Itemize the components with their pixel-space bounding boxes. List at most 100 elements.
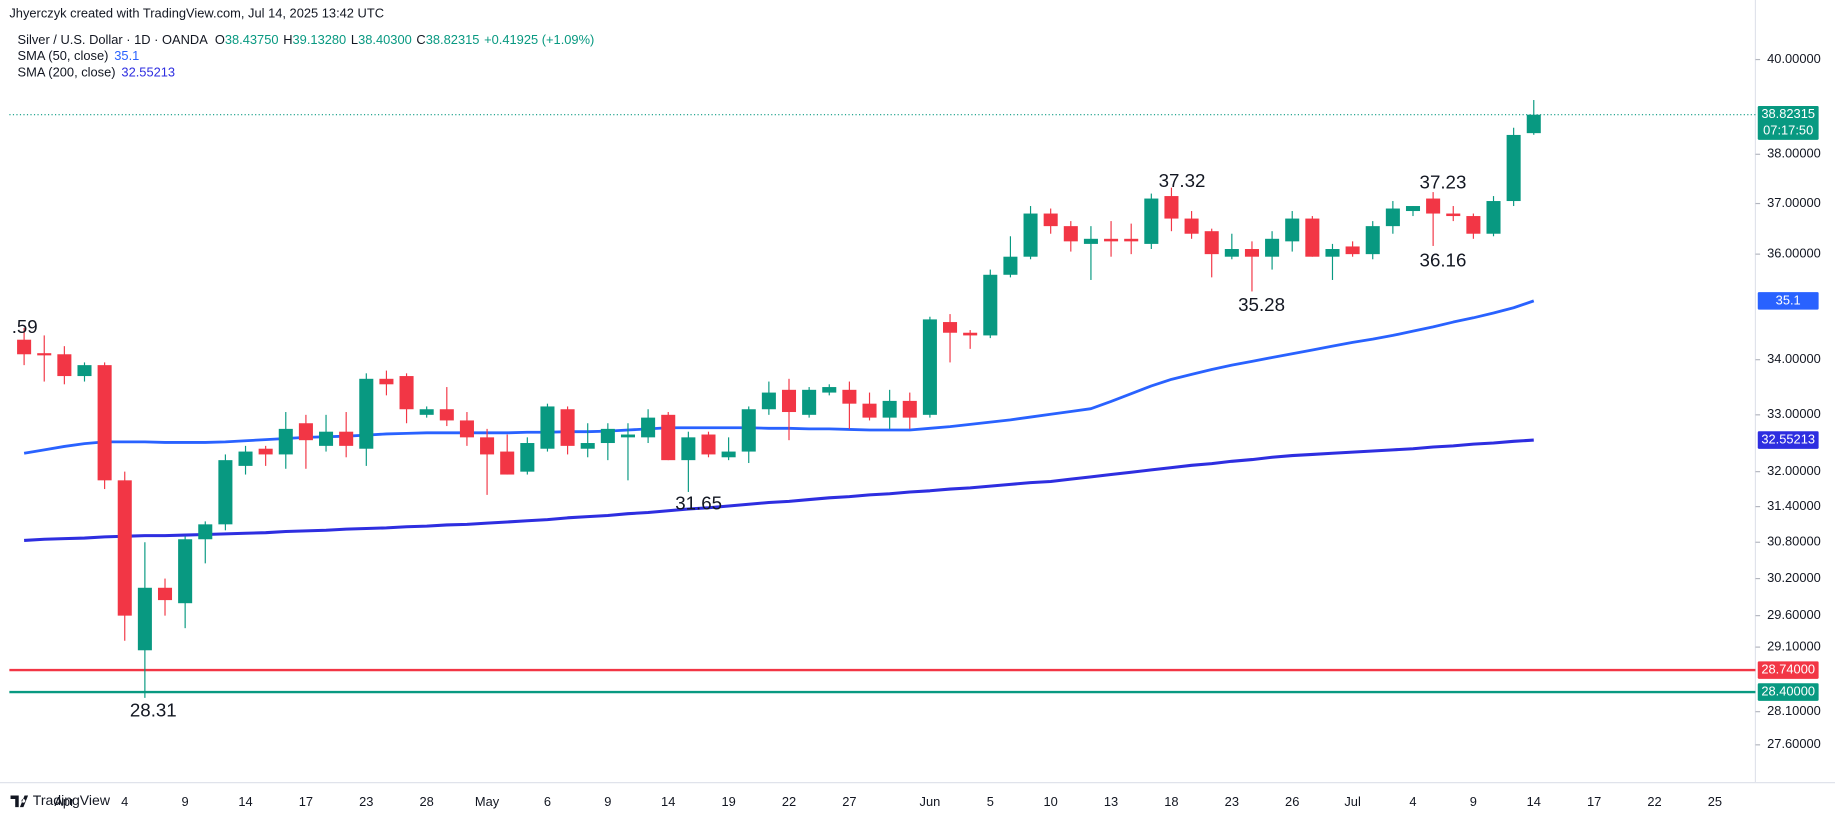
candle-body xyxy=(97,365,112,481)
candle-body xyxy=(721,451,736,458)
legend-symbol: Silver / U.S. Dollar · 1D · OANDA xyxy=(18,32,209,47)
candle-body xyxy=(741,409,756,452)
candle-body xyxy=(1345,246,1360,255)
candle-body xyxy=(117,480,132,616)
candle-body xyxy=(1265,238,1280,257)
x-tick-label: Apr xyxy=(54,794,75,809)
candle-body xyxy=(137,587,152,651)
legend-sma-name: SMA (50, close) xyxy=(18,49,109,64)
x-tick-label: 17 xyxy=(1587,794,1601,809)
sma-price-tag: 35.1 xyxy=(1776,292,1801,307)
y-tick-label: 36.00000 xyxy=(1767,246,1821,261)
price-annotation: 28.31 xyxy=(130,699,177,720)
level-price-tag-bg xyxy=(1757,661,1819,679)
legend-ohlc-value: 38.43750 xyxy=(225,32,279,47)
watermark: Jhyerczyk created with TradingView.com, … xyxy=(9,5,384,20)
y-tick-label: 34.00000 xyxy=(1767,351,1821,366)
candle-body xyxy=(600,428,615,444)
footer-logo xyxy=(10,795,29,808)
x-tick-label: 19 xyxy=(721,794,735,809)
x-tick-label: 25 xyxy=(1708,794,1722,809)
y-tick-label: 38.00000 xyxy=(1767,146,1821,161)
candle-body xyxy=(57,354,72,377)
candle-body xyxy=(761,392,776,410)
candle-body xyxy=(1023,213,1038,257)
y-tick-label: 30.20000 xyxy=(1767,570,1821,585)
candle-body xyxy=(963,332,978,336)
candle-body xyxy=(882,400,897,418)
x-tick-label: 10 xyxy=(1044,794,1058,809)
y-tick-label: 28.10000 xyxy=(1767,703,1821,718)
level-price-tag: 28.74000 xyxy=(1761,661,1815,676)
legend-sma-name: SMA (200, close) xyxy=(18,65,116,80)
candle-body xyxy=(77,365,92,377)
candle-body xyxy=(540,406,555,449)
candle-body xyxy=(1365,226,1380,255)
candle-body xyxy=(983,274,998,336)
candle-body xyxy=(1285,218,1300,242)
candle-body xyxy=(1104,238,1119,242)
x-tick-label: Jul xyxy=(1344,794,1360,809)
legend-sma-value: 32.55213 xyxy=(121,65,175,80)
candle-body xyxy=(781,389,797,413)
x-tick-label: 14 xyxy=(1527,794,1541,809)
candle-body xyxy=(1446,213,1461,217)
candle-body xyxy=(1144,198,1159,244)
last-price-tag-bg xyxy=(1757,105,1819,140)
candle-body xyxy=(419,409,434,415)
level-price-tag: 28.40000 xyxy=(1761,683,1815,698)
candle-body xyxy=(862,403,877,418)
candle-body xyxy=(1124,238,1139,242)
y-tick-label: 30.80000 xyxy=(1767,534,1821,549)
candle-body xyxy=(1506,134,1521,202)
candle-body xyxy=(339,431,354,446)
candle-body xyxy=(701,434,716,455)
candle-body xyxy=(379,378,394,385)
candle-body xyxy=(620,434,635,438)
y-tick-label: 32.00000 xyxy=(1767,463,1821,478)
candle-body xyxy=(1184,218,1199,234)
price-annotation: 36.16 xyxy=(1420,250,1467,271)
x-tick-label: 27 xyxy=(842,794,856,809)
x-tick-label: May xyxy=(475,794,500,809)
candle-body xyxy=(1385,208,1400,227)
price-annotation: 35.28 xyxy=(1238,294,1285,315)
candle-body xyxy=(1526,114,1541,134)
x-tick-label: 28 xyxy=(420,794,434,809)
candle-body xyxy=(641,417,656,438)
candle-body xyxy=(359,378,374,449)
sma-line xyxy=(24,438,1534,542)
y-tick-label: 27.60000 xyxy=(1767,736,1821,751)
x-tick-label: 22 xyxy=(782,794,796,809)
legend-ohlc-value: 39.13280 xyxy=(293,32,347,47)
candle-body xyxy=(1003,256,1018,275)
sma-price-tag-bg xyxy=(1757,292,1819,310)
candle-body xyxy=(1063,226,1078,242)
legend-ohlc-key: L xyxy=(351,32,358,47)
candle-body xyxy=(1224,249,1239,257)
candle-body xyxy=(1083,238,1098,244)
candle-body xyxy=(802,389,817,415)
candle-body xyxy=(459,420,474,438)
price-annotation: 31.65 xyxy=(675,493,722,514)
candle-body xyxy=(822,387,837,393)
x-tick-label: 22 xyxy=(1647,794,1661,809)
legend-sma-value: 35.1 xyxy=(114,49,139,64)
level-price-tag-bg xyxy=(1757,683,1819,701)
candle-body xyxy=(278,428,293,455)
candle-body xyxy=(902,400,917,418)
candle-body xyxy=(1164,196,1179,219)
candle-body xyxy=(238,451,253,466)
candle-body xyxy=(500,451,515,475)
x-tick-label: 4 xyxy=(121,794,128,809)
y-tick-label: 29.10000 xyxy=(1767,638,1821,653)
legend-ohlc-key: H xyxy=(283,32,292,47)
price-annotation: 37.32 xyxy=(1159,170,1206,191)
price-annotation: .59 xyxy=(12,316,38,337)
legend-change: +0.41925 (+1.09%) xyxy=(484,32,594,47)
x-tick-label: 9 xyxy=(1470,794,1477,809)
candle-body xyxy=(1325,249,1340,257)
x-tick-label: 5 xyxy=(987,794,994,809)
candle-body xyxy=(681,437,696,461)
